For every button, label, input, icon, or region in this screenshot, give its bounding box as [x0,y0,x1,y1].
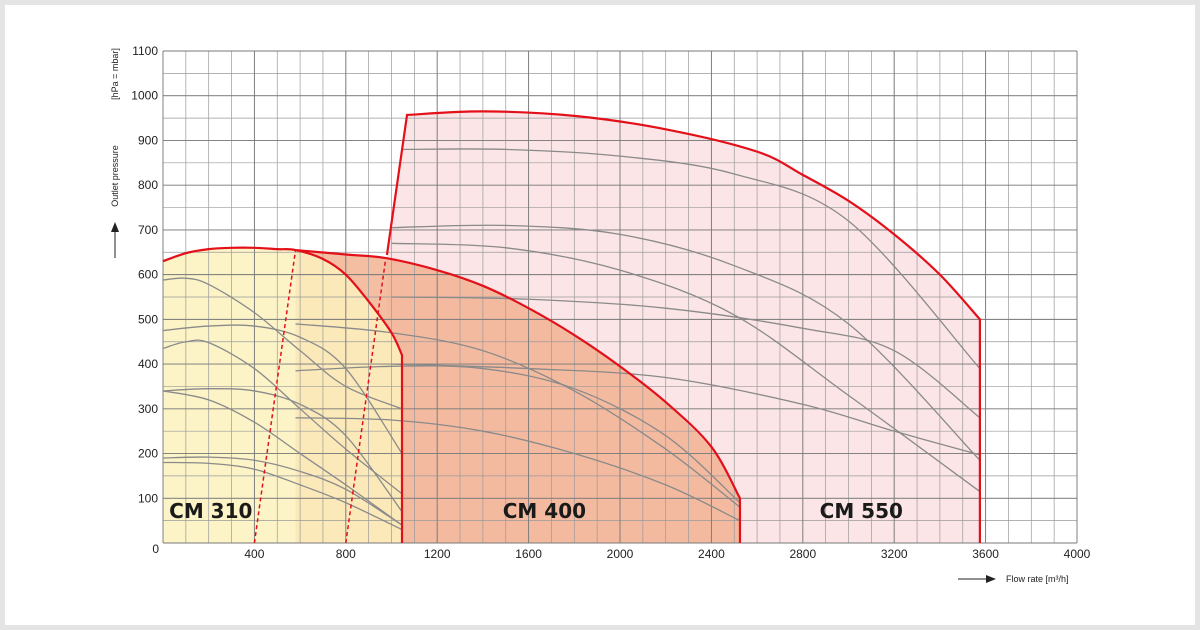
model-curve [295,365,741,504]
model-curve [391,224,981,461]
region-label: CM 400 [503,499,586,523]
model-curve [295,323,741,508]
model-curve [402,148,981,369]
envelope-line [385,110,981,543]
model-curve [162,339,403,495]
x-tick-label: 1600 [515,547,542,561]
region-fill [295,250,740,543]
y-tick-label: 0 [152,542,159,556]
x-tick-label: 2000 [607,547,634,561]
x-tick-label: 1200 [424,547,451,561]
boundary-line [345,257,387,544]
model-curve [162,324,403,454]
x-tick-label: 800 [336,547,356,561]
y-tick-label: 1000 [131,89,158,103]
x-tick-label: 2400 [698,547,725,561]
x-tick-label: 3200 [881,547,908,561]
model-curve [295,417,741,522]
y-tick-label: 700 [138,223,158,237]
x-arrow-head [986,575,996,583]
envelope-line [295,248,742,543]
x-axis-label-group: Flow rate [m³/h] [958,574,1069,584]
envelope-line [162,246,404,543]
model-curve [162,277,403,410]
model-curve [162,388,403,513]
curve-layer [162,148,981,531]
y-arrow-head [111,222,119,232]
y-axis-label: Outlet pressure [110,145,120,207]
x-tick-label: 3600 [972,547,999,561]
x-tick-label: 4000 [1064,547,1091,561]
y-tick-label: 500 [138,312,158,326]
y-tick-label: 200 [138,447,158,461]
boundary-line [253,249,297,544]
x-axis-label: Flow rate [m³/h] [1006,574,1069,584]
y-tick-label: 300 [138,402,158,416]
y-tick-label: 100 [138,491,158,505]
region-fill [163,247,403,544]
y-tick-label: 800 [138,178,158,192]
model-curve [162,390,403,526]
x-tick-label: 2800 [789,547,816,561]
region-label: CM 310 [169,499,252,523]
model-curve [391,242,981,493]
y-axis-label-group: Outlet pressure [hPa = mbar] [110,48,120,258]
envelope-layer [162,110,981,544]
model-curve [391,296,981,419]
x-tick-label: 400 [244,547,264,561]
y-tick-label: 1100 [132,44,158,58]
y-axis-unit: [hPa = mbar] [110,48,120,100]
region-label: CM 550 [820,499,903,523]
y-tick-label: 600 [138,268,158,282]
y-tick-label: 400 [138,357,158,371]
text-layer: 400 800 1200 1600 2000 2400 2800 3200 3600 4000 0 1… [131,44,1090,561]
model-curve [162,456,403,526]
area-layer [163,111,980,544]
y-tick-label: 900 [138,133,158,147]
grid-layer [162,50,1078,544]
model-curve [391,363,981,456]
